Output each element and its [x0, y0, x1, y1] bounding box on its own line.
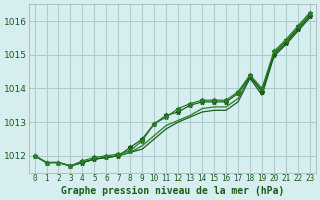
- X-axis label: Graphe pression niveau de la mer (hPa): Graphe pression niveau de la mer (hPa): [60, 186, 284, 196]
